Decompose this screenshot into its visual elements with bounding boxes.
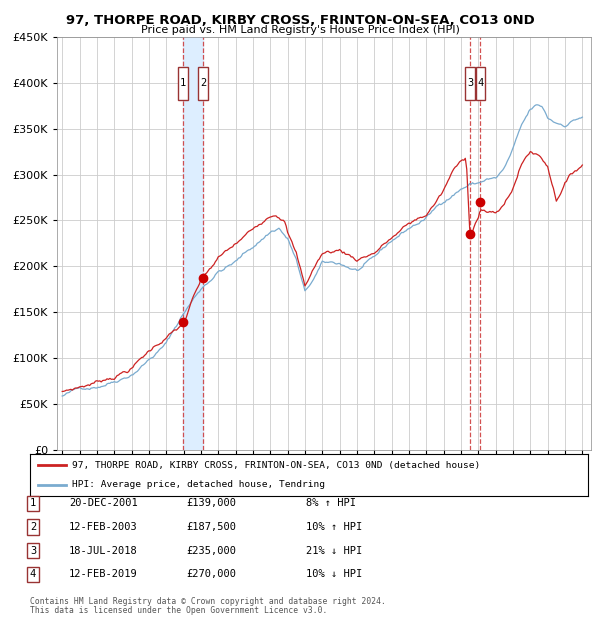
Text: £235,000: £235,000 xyxy=(186,546,236,556)
Text: 10% ↓ HPI: 10% ↓ HPI xyxy=(306,569,362,579)
Text: 12-FEB-2003: 12-FEB-2003 xyxy=(69,522,138,532)
Bar xyxy=(183,37,203,450)
Text: Contains HM Land Registry data © Crown copyright and database right 2024.: Contains HM Land Registry data © Crown c… xyxy=(30,597,386,606)
Text: 20-DEC-2001: 20-DEC-2001 xyxy=(69,498,138,508)
Text: 3: 3 xyxy=(30,546,36,556)
Text: 4: 4 xyxy=(477,78,484,88)
Text: 21% ↓ HPI: 21% ↓ HPI xyxy=(306,546,362,556)
FancyBboxPatch shape xyxy=(198,66,208,99)
Text: 1: 1 xyxy=(180,78,186,88)
Text: 8% ↑ HPI: 8% ↑ HPI xyxy=(306,498,356,508)
FancyBboxPatch shape xyxy=(466,66,475,99)
Text: 3: 3 xyxy=(467,78,473,88)
Text: 12-FEB-2019: 12-FEB-2019 xyxy=(69,569,138,579)
Text: HPI: Average price, detached house, Tendring: HPI: Average price, detached house, Tend… xyxy=(72,480,325,489)
Text: £139,000: £139,000 xyxy=(186,498,236,508)
Text: £187,500: £187,500 xyxy=(186,522,236,532)
Text: £270,000: £270,000 xyxy=(186,569,236,579)
Text: 10% ↑ HPI: 10% ↑ HPI xyxy=(306,522,362,532)
FancyBboxPatch shape xyxy=(178,66,188,99)
Text: 1: 1 xyxy=(30,498,36,508)
Text: This data is licensed under the Open Government Licence v3.0.: This data is licensed under the Open Gov… xyxy=(30,606,328,615)
FancyBboxPatch shape xyxy=(476,66,485,99)
Text: Price paid vs. HM Land Registry's House Price Index (HPI): Price paid vs. HM Land Registry's House … xyxy=(140,25,460,35)
Text: 2: 2 xyxy=(200,78,206,88)
Text: 2: 2 xyxy=(30,522,36,532)
Text: 4: 4 xyxy=(30,569,36,579)
Text: 97, THORPE ROAD, KIRBY CROSS, FRINTON-ON-SEA, CO13 0ND: 97, THORPE ROAD, KIRBY CROSS, FRINTON-ON… xyxy=(65,14,535,27)
Text: 18-JUL-2018: 18-JUL-2018 xyxy=(69,546,138,556)
Text: 97, THORPE ROAD, KIRBY CROSS, FRINTON-ON-SEA, CO13 0ND (detached house): 97, THORPE ROAD, KIRBY CROSS, FRINTON-ON… xyxy=(72,461,480,470)
